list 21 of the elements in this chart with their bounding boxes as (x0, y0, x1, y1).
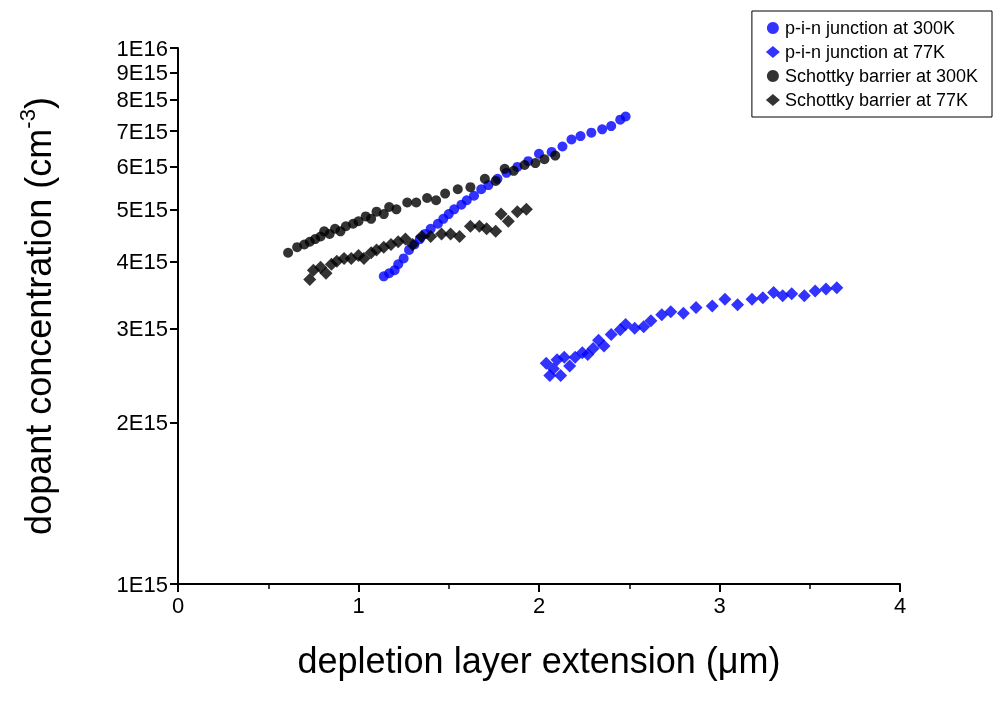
y-tick-label: 5E15 (116, 196, 168, 222)
y-tick-label: 1E15 (116, 571, 168, 597)
x-tick-label: 2 (532, 592, 546, 618)
legend-label: Schottky barrier at 300K (784, 66, 979, 86)
y-tick-label: 4E15 (116, 248, 168, 274)
x-tick-label: 0 (171, 592, 185, 618)
y-tick-label: 8E15 (116, 87, 168, 113)
legend-label: p-i-n junction at 77K (784, 42, 945, 62)
y-tick-label: 9E15 (116, 60, 168, 86)
y-tick-label: 3E15 (116, 315, 168, 341)
legend-label: Schottky barrier at 77K (784, 90, 968, 110)
legend-label: p-i-n junction at 300K (784, 18, 956, 38)
y-tick-label: 7E15 (116, 118, 168, 144)
y-tick-label: 6E15 (116, 154, 168, 180)
x-tick-label: 4 (893, 592, 907, 618)
x-axis-title: depletion layer extension (μm) (297, 639, 781, 681)
x-tick-label: 1 (352, 592, 365, 618)
x-tick-label: 3 (713, 592, 726, 618)
y-axis-title: dopant concentration (cm-3) (14, 97, 59, 535)
y-tick-label: 2E15 (116, 410, 168, 436)
y-tick-label: 1E16 (116, 35, 168, 61)
